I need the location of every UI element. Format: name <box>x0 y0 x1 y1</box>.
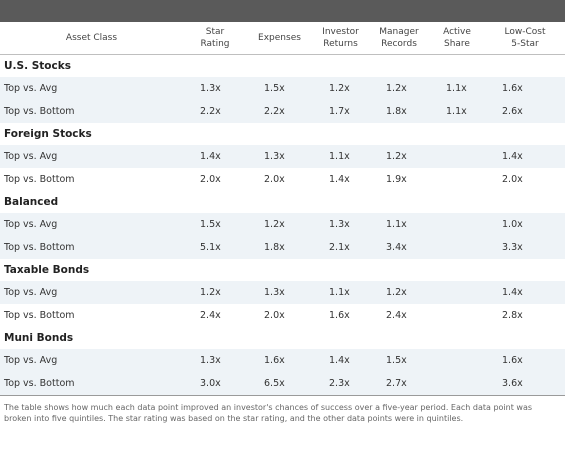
cell-active-share <box>429 168 485 191</box>
cell-star-rating: 1.5x <box>183 213 247 236</box>
cell-active-share: 1.1x <box>429 77 485 100</box>
cell-expenses: 2.0x <box>247 304 312 327</box>
row-label: Top vs. Bottom <box>0 236 183 259</box>
cell-star-rating: 1.4x <box>183 145 247 168</box>
cell-active-share <box>429 372 485 396</box>
cell-manager-records: 1.8x <box>369 100 429 123</box>
cell-manager-records: 1.2x <box>369 77 429 100</box>
group-heading-muni-bonds: Muni Bonds <box>0 327 565 349</box>
table-row: Top vs. Avg 1.4x 1.3x 1.1x 1.2x 1.4x <box>0 145 565 168</box>
cell-star-rating: 1.2x <box>183 281 247 304</box>
cell-investor-returns: 1.1x <box>312 281 369 304</box>
row-label: Top vs. Bottom <box>0 100 183 123</box>
table-header-row: Asset Class Star Rating Expenses Investor… <box>0 22 565 55</box>
table-row: Top vs. Bottom 2.2x 2.2x 1.7x 1.8x 1.1x … <box>0 100 565 123</box>
header-asset-class: Asset Class <box>0 22 183 55</box>
table-row: Top vs. Bottom 2.4x 2.0x 1.6x 2.4x 2.8x <box>0 304 565 327</box>
cell-active-share <box>429 304 485 327</box>
cell-investor-returns: 1.6x <box>312 304 369 327</box>
cell-expenses: 1.2x <box>247 213 312 236</box>
group-heading-taxable-bonds: Taxable Bonds <box>0 259 565 281</box>
cell-manager-records: 1.9x <box>369 168 429 191</box>
cell-low-cost-5-star: 2.6x <box>485 100 565 123</box>
cell-star-rating: 2.4x <box>183 304 247 327</box>
cell-investor-returns: 2.3x <box>312 372 369 396</box>
cell-star-rating: 2.0x <box>183 168 247 191</box>
header-low-cost-5-star: Low-Cost 5-Star <box>485 22 565 55</box>
cell-low-cost-5-star: 1.4x <box>485 145 565 168</box>
cell-investor-returns: 1.3x <box>312 213 369 236</box>
cell-manager-records: 2.4x <box>369 304 429 327</box>
header-investor-returns: Investor Returns <box>312 22 369 55</box>
group-heading-foreign-stocks: Foreign Stocks <box>0 123 565 145</box>
row-label: Top vs. Avg <box>0 281 183 304</box>
cell-low-cost-5-star: 3.3x <box>485 236 565 259</box>
cell-investor-returns: 1.4x <box>312 349 369 372</box>
cell-low-cost-5-star: 1.4x <box>485 281 565 304</box>
cell-manager-records: 2.7x <box>369 372 429 396</box>
cell-expenses: 6.5x <box>247 372 312 396</box>
row-label: Top vs. Avg <box>0 349 183 372</box>
cell-manager-records: 1.5x <box>369 349 429 372</box>
cell-star-rating: 1.3x <box>183 349 247 372</box>
cell-investor-returns: 1.7x <box>312 100 369 123</box>
row-label: Top vs. Avg <box>0 145 183 168</box>
cell-expenses: 1.8x <box>247 236 312 259</box>
cell-active-share <box>429 236 485 259</box>
cell-star-rating: 5.1x <box>183 236 247 259</box>
header-expenses: Expenses <box>247 22 312 55</box>
row-label: Top vs. Bottom <box>0 168 183 191</box>
table-row: Top vs. Bottom 5.1x 1.8x 2.1x 3.4x 3.3x <box>0 236 565 259</box>
cell-active-share: 1.1x <box>429 100 485 123</box>
header-bar <box>0 0 565 22</box>
table-row: Top vs. Avg 1.3x 1.5x 1.2x 1.2x 1.1x 1.6… <box>0 77 565 100</box>
cell-star-rating: 2.2x <box>183 100 247 123</box>
table-row: Top vs. Avg 1.3x 1.6x 1.4x 1.5x 1.6x <box>0 349 565 372</box>
cell-manager-records: 1.2x <box>369 281 429 304</box>
row-label: Top vs. Avg <box>0 213 183 236</box>
group-heading-balanced: Balanced <box>0 191 565 213</box>
cell-active-share <box>429 213 485 236</box>
cell-manager-records: 3.4x <box>369 236 429 259</box>
cell-low-cost-5-star: 1.6x <box>485 77 565 100</box>
cell-star-rating: 1.3x <box>183 77 247 100</box>
header-manager-records: Manager Records <box>369 22 429 55</box>
table-row: Top vs. Bottom 2.0x 2.0x 1.4x 1.9x 2.0x <box>0 168 565 191</box>
row-label: Top vs. Avg <box>0 77 183 100</box>
cell-investor-returns: 1.1x <box>312 145 369 168</box>
header-active-share: Active Share <box>429 22 485 55</box>
asset-class-table: Asset Class Star Rating Expenses Investor… <box>0 22 565 396</box>
cell-investor-returns: 1.4x <box>312 168 369 191</box>
cell-low-cost-5-star: 2.8x <box>485 304 565 327</box>
table-row: Top vs. Avg 1.5x 1.2x 1.3x 1.1x 1.0x <box>0 213 565 236</box>
cell-star-rating: 3.0x <box>183 372 247 396</box>
cell-investor-returns: 2.1x <box>312 236 369 259</box>
cell-expenses: 1.3x <box>247 281 312 304</box>
cell-expenses: 1.3x <box>247 145 312 168</box>
cell-expenses: 1.5x <box>247 77 312 100</box>
cell-expenses: 1.6x <box>247 349 312 372</box>
cell-low-cost-5-star: 1.0x <box>485 213 565 236</box>
cell-active-share <box>429 145 485 168</box>
row-label: Top vs. Bottom <box>0 372 183 396</box>
table-body: U.S. Stocks Top vs. Avg 1.3x 1.5x 1.2x 1… <box>0 54 565 396</box>
cell-low-cost-5-star: 3.6x <box>485 372 565 396</box>
cell-active-share <box>429 281 485 304</box>
cell-manager-records: 1.2x <box>369 145 429 168</box>
cell-low-cost-5-star: 2.0x <box>485 168 565 191</box>
table-footnote: The table shows how much each data point… <box>4 403 533 423</box>
cell-active-share <box>429 349 485 372</box>
table-row: Top vs. Avg 1.2x 1.3x 1.1x 1.2x 1.4x <box>0 281 565 304</box>
row-label: Top vs. Bottom <box>0 304 183 327</box>
group-heading-us-stocks: U.S. Stocks <box>0 54 565 77</box>
cell-expenses: 2.0x <box>247 168 312 191</box>
table-row: Top vs. Bottom 3.0x 6.5x 2.3x 2.7x 3.6x <box>0 372 565 396</box>
cell-investor-returns: 1.2x <box>312 77 369 100</box>
cell-expenses: 2.2x <box>247 100 312 123</box>
cell-low-cost-5-star: 1.6x <box>485 349 565 372</box>
header-star-rating: Star Rating <box>183 22 247 55</box>
cell-manager-records: 1.1x <box>369 213 429 236</box>
